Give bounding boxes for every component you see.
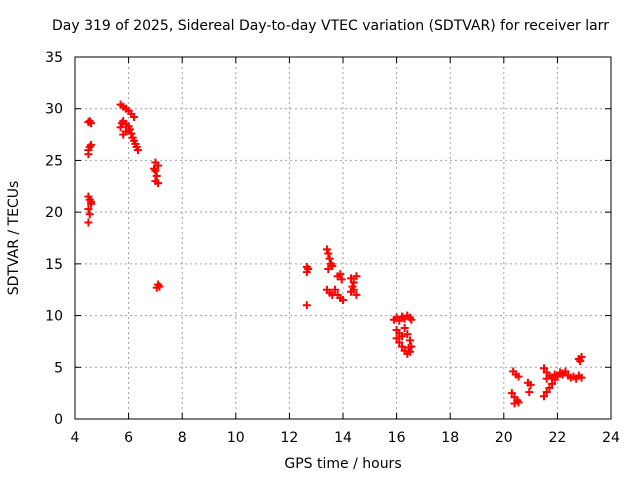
y-axis-label: SDTVAR / TECUs	[6, 180, 22, 296]
data-point	[85, 210, 94, 219]
data-point	[339, 296, 347, 305]
data-point	[577, 373, 586, 382]
data-point	[129, 112, 138, 121]
data-point	[507, 389, 516, 398]
data-point	[392, 334, 401, 343]
data-point	[514, 398, 523, 407]
data-point	[84, 218, 93, 227]
data-point	[525, 388, 534, 397]
data-point	[152, 171, 161, 180]
data-point	[328, 261, 337, 270]
data-point	[561, 367, 570, 376]
data-point	[514, 372, 523, 381]
data-point	[304, 265, 313, 274]
data-point	[84, 205, 93, 214]
data-point	[352, 272, 361, 281]
y-tick-label: 5	[54, 360, 63, 376]
data-point	[125, 125, 134, 134]
data-point	[325, 254, 334, 263]
data-point	[127, 129, 136, 138]
y-tick-label: 25	[45, 153, 63, 169]
x-tick-label: 20	[495, 430, 513, 446]
data-point	[150, 164, 159, 173]
data-point	[87, 140, 96, 149]
data-point	[542, 374, 551, 383]
x-tick-label: 22	[548, 430, 566, 446]
data-point	[302, 301, 311, 310]
data-point	[545, 383, 554, 392]
y-tick-label: 30	[45, 102, 63, 118]
data-point	[348, 282, 357, 291]
data-point	[540, 364, 548, 373]
x-tick-label: 16	[388, 430, 406, 446]
data-point	[330, 285, 339, 294]
data-point	[154, 161, 163, 170]
data-point	[347, 274, 356, 283]
x-axis-label: GPS time / hours	[284, 456, 402, 472]
data-point	[324, 265, 333, 274]
data-point	[406, 347, 414, 356]
data-point	[510, 399, 519, 408]
x-tick-label: 10	[227, 430, 245, 446]
data-point	[542, 388, 551, 397]
y-tick-label: 20	[45, 205, 63, 221]
data-point	[395, 338, 404, 347]
x-tick-label: 14	[334, 430, 352, 446]
data-point	[407, 315, 416, 324]
data-point	[403, 330, 412, 339]
data-point	[526, 380, 535, 389]
data-point	[553, 372, 562, 381]
x-tick-label: 18	[441, 430, 459, 446]
data-point	[576, 357, 585, 366]
data-point	[116, 123, 125, 132]
data-point	[406, 336, 414, 345]
data-point	[87, 197, 96, 206]
y-axis-ticks: 0 5 10 15 20 25 30 35	[45, 50, 611, 428]
data-point	[336, 270, 345, 279]
data-point	[349, 278, 358, 287]
x-tick-label: 4	[71, 430, 80, 446]
data-point	[400, 323, 409, 332]
x-tick-label: 8	[178, 430, 187, 446]
y-tick-label: 0	[54, 412, 63, 428]
data-point	[395, 316, 404, 325]
x-tick-label: 6	[124, 430, 133, 446]
data-point	[397, 342, 406, 351]
data-points	[84, 100, 586, 408]
y-tick-label: 35	[45, 50, 63, 66]
x-tick-label: 12	[280, 430, 298, 446]
x-axis-ticks: 4 6 8 10 12 14 16 18 20 22 24	[71, 57, 620, 446]
x-tick-label: 24	[602, 430, 620, 446]
data-point	[352, 290, 361, 299]
y-tick-label: 15	[45, 257, 63, 273]
data-point	[404, 343, 413, 352]
data-point	[324, 249, 333, 258]
data-point	[133, 146, 142, 155]
data-point	[577, 352, 586, 361]
data-point	[155, 282, 164, 291]
data-point	[121, 127, 130, 136]
data-point	[337, 275, 346, 284]
grid	[75, 57, 611, 419]
data-point	[84, 150, 93, 159]
data-point	[322, 245, 331, 254]
data-point	[540, 392, 548, 401]
chart-title: Day 319 of 2025, Sidereal Day-to-day VTE…	[52, 18, 609, 34]
data-point	[154, 179, 163, 188]
data-point	[397, 332, 406, 341]
y-tick-label: 10	[45, 309, 63, 325]
data-point	[87, 119, 96, 128]
